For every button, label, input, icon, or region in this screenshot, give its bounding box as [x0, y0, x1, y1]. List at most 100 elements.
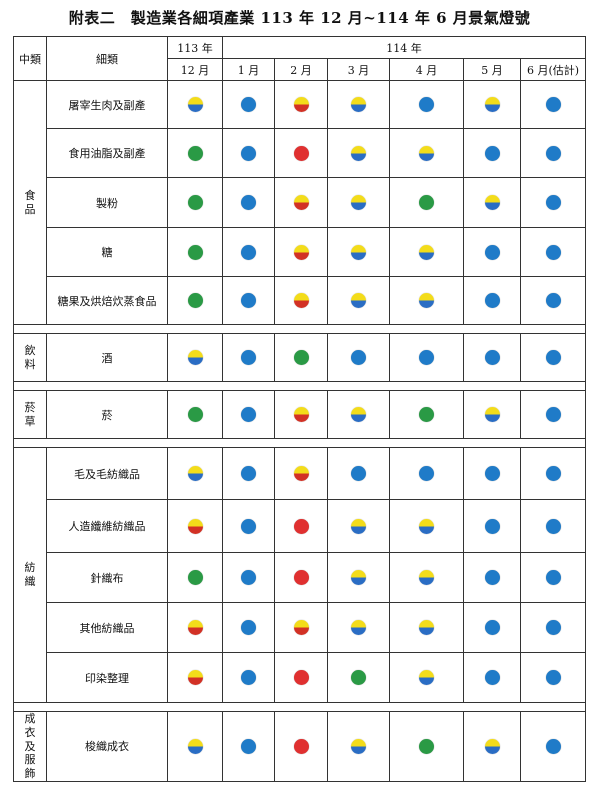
separator-cell — [12, 702, 587, 712]
signal-cell — [274, 602, 328, 653]
signal-table-body: 食品 屠宰生肉及副產 食用油脂及副產 製粉糖糖果及烘焙炊蒸食品飲料酒菸草菸紡織 毛及毛紡… — [12, 80, 587, 782]
green-signal-icon — [187, 570, 203, 585]
signal-cell — [327, 227, 390, 277]
signal-cell — [519, 227, 587, 277]
green-signal-icon — [187, 145, 203, 161]
blue-signal-icon — [484, 620, 500, 635]
signal-cell — [389, 652, 464, 703]
header-month: 2 月 — [274, 58, 328, 81]
mid-category-cell: 紡織 — [13, 447, 47, 703]
signal-cell — [463, 447, 521, 500]
yellow-blue-signal-icon — [484, 97, 500, 112]
signal-cell — [274, 80, 328, 129]
table-row: 成衣及服飾梭織成衣 — [13, 711, 587, 782]
blue-signal-icon — [545, 738, 561, 754]
table-row: 糖 — [14, 227, 587, 277]
signal-cell — [463, 552, 521, 603]
header-year-113: 113 年 — [167, 36, 223, 59]
signal-cell — [519, 390, 587, 439]
header-month: 6 月(估計) — [519, 58, 587, 81]
blue-signal-icon — [545, 407, 561, 422]
yellow-blue-signal-icon — [187, 738, 203, 754]
signal-cell — [389, 390, 464, 439]
signal-cell — [389, 177, 464, 228]
signal-cell — [389, 602, 464, 653]
mid-category-label: 菸草 — [24, 400, 36, 428]
signal-cell — [167, 447, 223, 500]
signal-cell — [327, 552, 390, 603]
signal-cell — [222, 552, 275, 603]
header-sub-category: 細類 — [46, 36, 168, 81]
green-signal-icon — [419, 738, 434, 754]
signal-cell — [167, 711, 223, 782]
signal-cell — [327, 80, 390, 129]
yellow-blue-signal-icon — [351, 97, 366, 112]
signal-cell — [327, 602, 390, 653]
blue-signal-icon — [241, 738, 256, 754]
blue-signal-icon — [241, 97, 256, 112]
signal-cell — [519, 333, 587, 382]
blue-signal-icon — [484, 466, 500, 481]
signal-cell — [167, 602, 223, 653]
yellow-blue-signal-icon — [351, 738, 366, 754]
signal-cell — [463, 128, 521, 178]
yellow-red-signal-icon — [293, 620, 309, 635]
signal-cell — [222, 333, 275, 382]
signal-cell — [222, 499, 275, 553]
signal-cell — [463, 711, 521, 782]
yellow-blue-signal-icon — [419, 244, 434, 260]
separator-cell — [12, 438, 587, 448]
signal-cell — [463, 333, 521, 382]
red-signal-icon — [293, 518, 309, 534]
signal-cell — [274, 177, 328, 228]
signal-cell — [222, 711, 275, 782]
yellow-red-signal-icon — [187, 620, 203, 635]
yellow-blue-signal-icon — [351, 145, 366, 161]
blue-signal-icon — [545, 670, 561, 685]
sub-category-label: 糖果及烘焙炊蒸食品 — [46, 276, 168, 325]
yellow-red-signal-icon — [187, 670, 203, 685]
signal-cell — [327, 276, 390, 325]
mid-category-label: 紡織 — [24, 561, 36, 588]
mid-category-label: 食品 — [24, 188, 36, 216]
signal-cell — [274, 333, 328, 382]
signal-cell — [519, 652, 587, 703]
red-signal-icon — [293, 570, 309, 585]
yellow-blue-signal-icon — [187, 97, 203, 112]
sub-category-label: 酒 — [46, 333, 168, 382]
blue-signal-icon — [545, 466, 561, 481]
table-row: 糖果及烘焙炊蒸食品 — [14, 276, 587, 325]
sub-category-label: 毛及毛紡織品 — [46, 447, 168, 500]
mid-category-label: 飲料 — [24, 343, 36, 371]
blue-signal-icon — [484, 670, 500, 685]
blue-signal-icon — [545, 350, 561, 365]
signal-cell — [167, 227, 223, 277]
signal-cell — [222, 602, 275, 653]
sub-category-label: 梭織成衣 — [46, 711, 168, 782]
signal-cell — [327, 447, 390, 500]
group-separator — [12, 438, 587, 448]
signal-table: 中類 細類 113 年 114 年 12 月 1 月 2 月 3 月 4 月 5… — [12, 36, 587, 782]
yellow-blue-signal-icon — [351, 244, 366, 260]
blue-signal-icon — [545, 518, 561, 534]
sub-category-label: 其他紡織品 — [46, 602, 168, 653]
signal-cell — [222, 447, 275, 500]
signal-cell — [327, 333, 390, 382]
green-signal-icon — [351, 670, 366, 685]
signal-cell — [519, 128, 587, 178]
yellow-red-signal-icon — [293, 466, 309, 481]
mid-category-cell: 飲料 — [13, 333, 47, 382]
table-row: 食用油脂及副產 — [14, 128, 587, 178]
mid-category-cell: 食品 — [13, 80, 47, 325]
blue-signal-icon — [351, 466, 366, 481]
signal-cell — [463, 602, 521, 653]
blue-signal-icon — [241, 244, 256, 260]
signal-cell — [327, 711, 390, 782]
signal-cell — [327, 652, 390, 703]
red-signal-icon — [293, 670, 309, 685]
signal-cell — [389, 333, 464, 382]
yellow-red-signal-icon — [293, 407, 309, 422]
yellow-blue-signal-icon — [419, 293, 434, 308]
mid-category-cell: 成衣及服飾 — [13, 711, 47, 782]
blue-signal-icon — [545, 244, 561, 260]
